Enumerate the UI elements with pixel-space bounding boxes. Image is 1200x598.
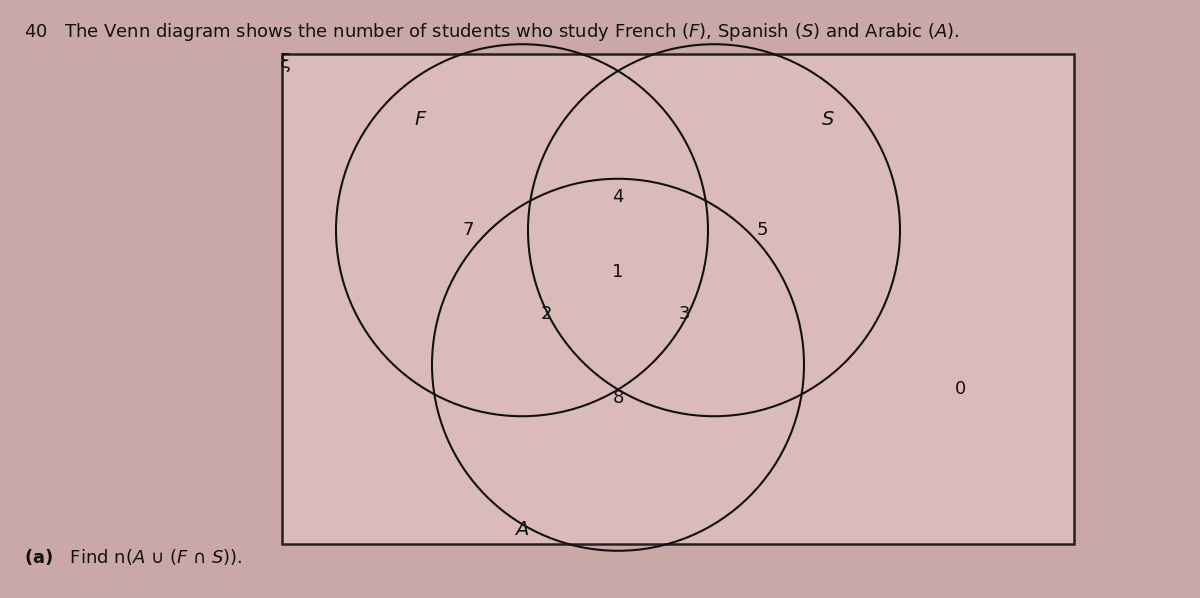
Text: S: S — [822, 110, 834, 129]
Text: 4: 4 — [612, 188, 624, 206]
Text: ξ: ξ — [280, 53, 292, 72]
Text: F: F — [414, 110, 426, 129]
Text: A: A — [515, 520, 529, 539]
Text: 2: 2 — [540, 305, 552, 323]
Bar — [282, 54, 1074, 544]
Text: 5: 5 — [756, 221, 768, 239]
Text: 3: 3 — [678, 305, 690, 323]
Text: 40   The Venn diagram shows the number of students who study French ($\it{F}$), : 40 The Venn diagram shows the number of … — [24, 21, 960, 43]
Text: 8: 8 — [612, 389, 624, 407]
Text: 0: 0 — [954, 380, 966, 398]
Text: $\mathbf{(a)}$   Find n($\it{A}$ $\cup$ ($\it{F}$ $\cap$ $\it{S}$)).: $\mathbf{(a)}$ Find n($\it{A}$ $\cup$ ($… — [24, 547, 242, 567]
Text: 1: 1 — [612, 263, 624, 281]
Text: 7: 7 — [462, 221, 474, 239]
